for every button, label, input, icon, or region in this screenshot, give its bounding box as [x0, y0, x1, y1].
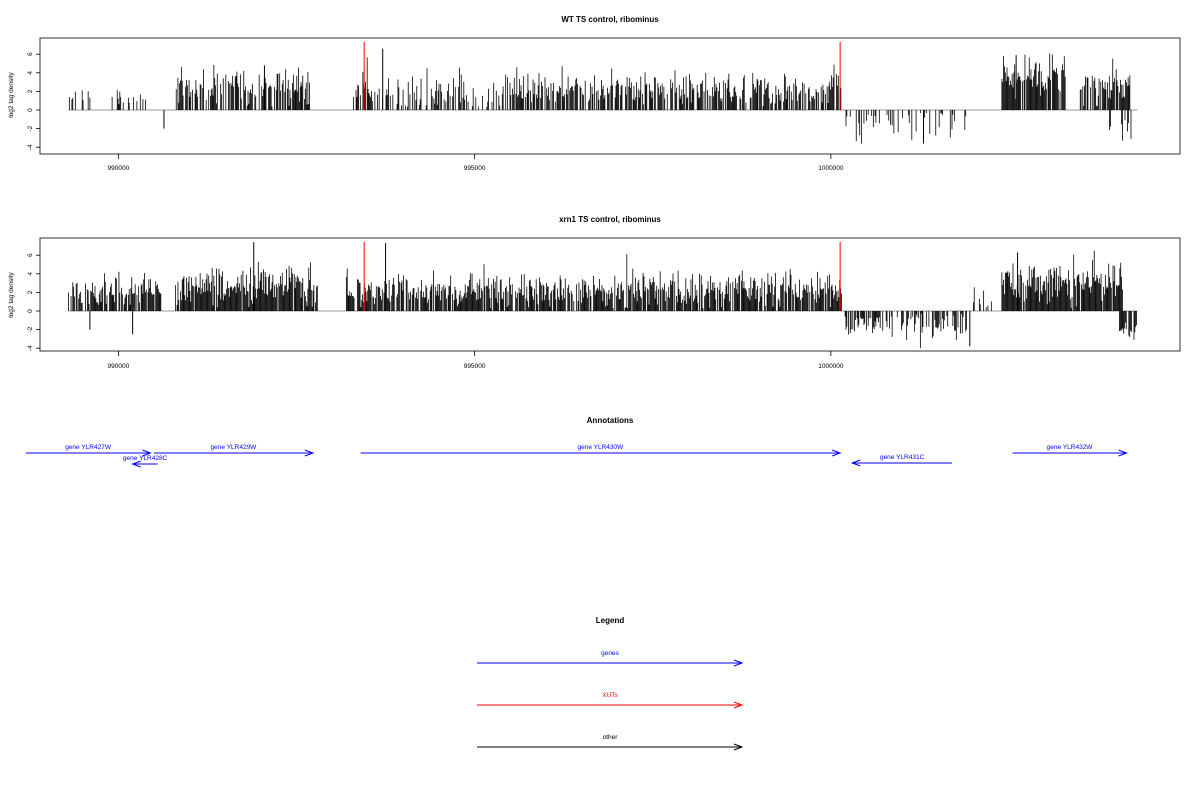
arrowhead [733, 743, 744, 751]
y-tick-label: 4 [27, 272, 34, 276]
legend-title: Legend [596, 616, 625, 625]
x-axis: 990000 995000 1000000 [108, 154, 844, 172]
arrowhead [131, 460, 141, 468]
x-tick-label: 990000 [108, 363, 130, 370]
y-tick-label: 2 [27, 89, 34, 93]
y-tick-label: 4 [27, 71, 34, 75]
arrowhead [142, 449, 152, 457]
gene-label: gene YLR431C [880, 454, 925, 461]
arrowhead [304, 449, 315, 457]
arrowhead [831, 449, 842, 457]
y-axis: -4 -2 0 2 4 6 [27, 253, 40, 351]
arrowhead [733, 701, 744, 709]
y-axis-label: log2 tag density [8, 271, 15, 317]
x-tick-label: 1000000 [818, 165, 844, 172]
panel-title: WT TS control, ribominus [561, 15, 659, 24]
legend-label: other [603, 734, 619, 741]
legend-label: genes [601, 650, 619, 657]
legend-items: genes XUTs other [477, 650, 744, 751]
y-tick-label: -4 [27, 144, 34, 150]
y-axis-label: log2 tag density [8, 71, 15, 117]
arrowhead [733, 659, 744, 667]
y-tick-label: 6 [27, 253, 34, 257]
y-tick-label: 2 [27, 290, 34, 294]
panel-wt: WT TS control, ribominus log2 tag densit… [8, 15, 1181, 172]
arrowhead [1118, 449, 1128, 457]
gene-label: gene YLR430W [577, 444, 624, 451]
gene-label: gene YLR428C [123, 455, 168, 462]
legend: Legend genes XUTs other [477, 616, 744, 751]
y-tick-label: -4 [27, 345, 34, 351]
plot-frame [39, 37, 1181, 155]
panel-xrn1: xrn1 TS control, ribominus log2 tag dens… [8, 215, 1181, 370]
plot-frame [39, 237, 1181, 352]
x-tick-label: 1000000 [818, 363, 844, 370]
gene-label: gene YLR429W [211, 444, 258, 451]
annotations-title: Annotations [587, 416, 634, 425]
y-tick-label: 6 [27, 52, 34, 56]
signal-bars [68, 242, 1138, 349]
legend-label: XUTs [602, 692, 618, 699]
x-tick-label: 995000 [464, 165, 486, 172]
panel-title: xrn1 TS control, ribominus [559, 215, 661, 224]
gene-arrows: gene YLR427W gene YLR428C gene YLR429W gene… [25, 444, 1128, 468]
x-tick-label: 995000 [464, 363, 486, 370]
y-tick-label: -2 [27, 326, 34, 332]
y-tick-label: -2 [27, 125, 34, 131]
y-tick-label: 0 [27, 108, 34, 112]
gene-label: gene YLR427W [65, 444, 112, 451]
y-tick-label: 0 [27, 309, 34, 313]
x-tick-label: 990000 [108, 165, 130, 172]
x-axis: 990000 995000 1000000 [108, 351, 844, 370]
arrowhead [850, 459, 861, 467]
gene-label: gene YLR432W [1047, 444, 1094, 451]
y-axis: -4 -2 0 2 4 6 [27, 52, 40, 150]
signal-bars [68, 42, 1138, 144]
